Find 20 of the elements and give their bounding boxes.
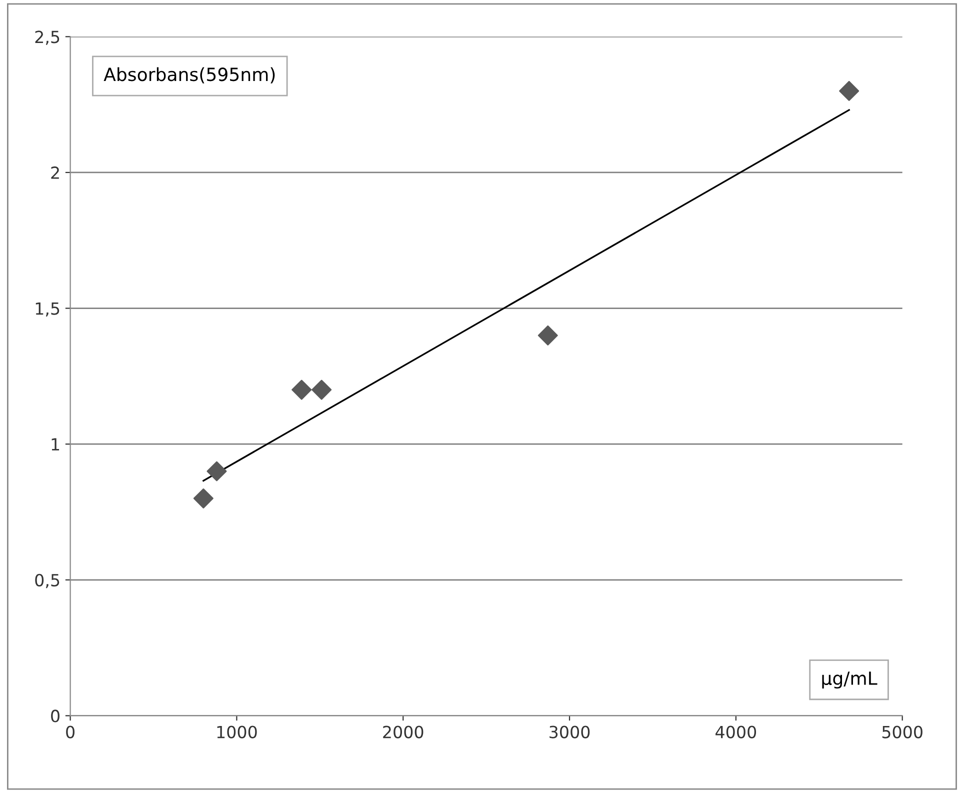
y-tick-label: 1 [52, 438, 60, 450]
point [538, 325, 558, 346]
y-axis-title: Absorbans(595nm) [104, 67, 275, 84]
x-tick-label: 0 [66, 726, 74, 738]
y-tick-label: 2 [51, 166, 59, 179]
x-tick-label: 5000 [882, 726, 922, 738]
x-axis-title: µg/mL [822, 672, 878, 689]
point [839, 80, 860, 101]
y-tick-label: 0,5 [35, 574, 60, 588]
x-tick-label: 4000 [716, 726, 756, 738]
y-tick-label: 1,5 [36, 302, 60, 317]
y-tick-label: 2,5 [35, 30, 60, 45]
point [193, 488, 214, 508]
point [206, 461, 227, 482]
y-tick-label: 0 [51, 710, 60, 722]
x-tick-label: 2000 [383, 726, 424, 738]
x-tick-label: 1000 [217, 726, 257, 738]
x-tick-label: 3000 [550, 726, 590, 738]
point [292, 380, 312, 400]
point [312, 380, 332, 400]
